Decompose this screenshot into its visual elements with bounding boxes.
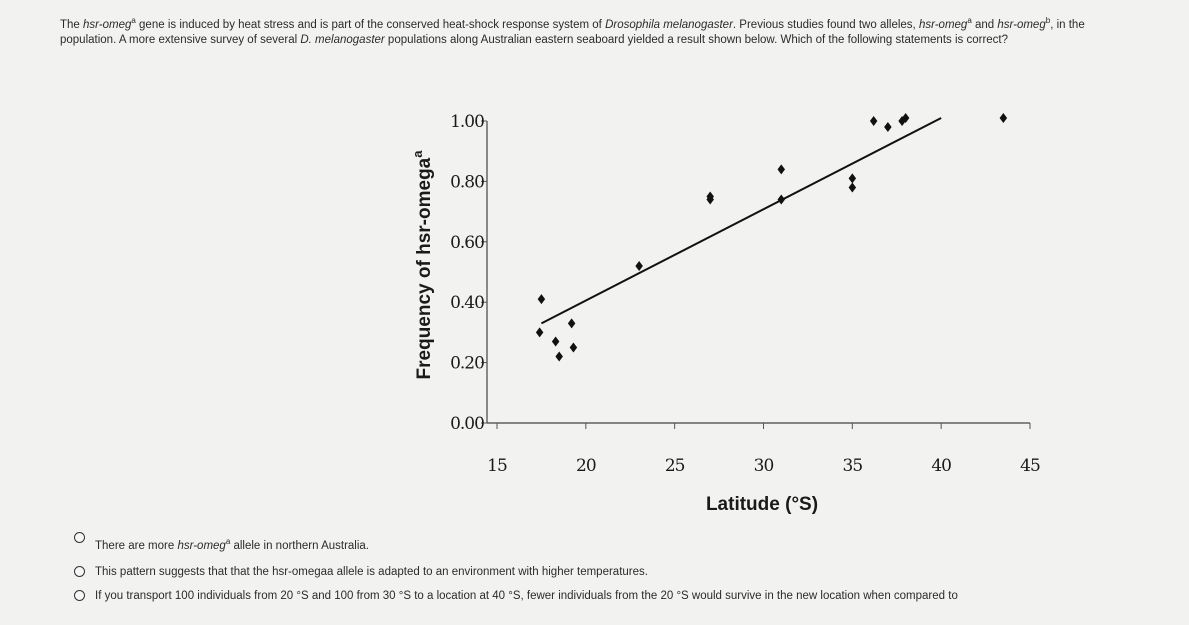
- x-axis-label: Latitude (°S): [706, 494, 818, 515]
- chart-axes: [486, 121, 1030, 424]
- data-point: [551, 336, 560, 347]
- y-tick-label: 0.00: [450, 414, 484, 434]
- data-point: [901, 112, 910, 123]
- data-point: [635, 260, 643, 271]
- data-point: [999, 112, 1008, 123]
- chart-ticks: 15 20 25 30 35 40 45 0.00 0.20 0.40 0.60 0.80 1.00: [450, 112, 1041, 476]
- radio-button[interactable]: [74, 532, 85, 544]
- data-point: [848, 182, 857, 193]
- question-text: The hsr-omega gene is induced by heat st…: [60, 16, 1085, 46]
- option-3[interactable]: If you transport 100 individuals from 20…: [74, 590, 958, 602]
- data-points: [535, 112, 1008, 362]
- data-point: [535, 327, 544, 338]
- x-tick-label: 45: [1020, 456, 1040, 476]
- y-tick-label: 1.00: [450, 112, 484, 132]
- y-tick-label: 0.20: [450, 354, 484, 374]
- x-tick-label: 25: [665, 456, 685, 476]
- data-point: [777, 164, 786, 175]
- option-2[interactable]: This pattern suggests that that the hsr-…: [74, 566, 648, 578]
- data-point: [848, 173, 857, 184]
- radio-button[interactable]: [74, 566, 85, 578]
- x-tick-label: 15: [487, 456, 507, 476]
- option-1[interactable]: There are more hsr-omega allele in north…: [74, 532, 369, 552]
- trend-line-path: [540, 117, 942, 325]
- x-tick-label: 30: [754, 456, 774, 476]
- y-tick-label: 0.80: [450, 172, 484, 192]
- data-point: [569, 342, 578, 353]
- y-tick-label: 0.60: [450, 233, 484, 253]
- data-point: [567, 318, 576, 329]
- y-tick-label: 0.40: [450, 293, 484, 313]
- x-tick-label: 20: [576, 456, 596, 476]
- data-point: [777, 194, 786, 205]
- x-tick-label: 40: [931, 456, 951, 476]
- radio-button[interactable]: [74, 590, 85, 602]
- data-point: [537, 294, 546, 305]
- data-point: [884, 122, 892, 133]
- y-axis-label: Frequency of hsr-omegaa: [410, 150, 435, 380]
- data-point: [869, 116, 878, 126]
- trend-line: [540, 117, 942, 325]
- x-tick-label: 35: [843, 456, 863, 476]
- data-point: [706, 191, 714, 202]
- data-point: [555, 351, 563, 362]
